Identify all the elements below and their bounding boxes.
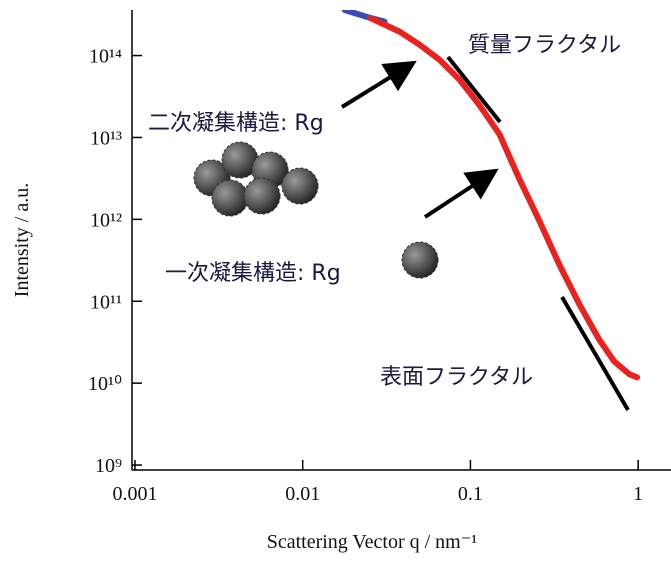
y-tick-label: 10¹⁴ <box>89 46 122 68</box>
y-tick-label: 10⁹ <box>95 455 122 477</box>
data-line <box>370 18 637 378</box>
arrow <box>425 173 492 217</box>
y-axis-label: Intensity / a.u. <box>11 183 33 297</box>
slope-line <box>448 57 500 122</box>
x-tick-label: 1 <box>633 483 643 505</box>
arrow <box>342 65 410 107</box>
chart: 10⁹ 10¹⁰ 10¹¹ 10¹² 10¹³ 10¹⁴ 0.001 0.01 0.1 1 Sca… <box>0 0 671 564</box>
annotation: 表面フラクタル <box>380 365 533 390</box>
primary-particle <box>402 242 438 278</box>
annotation: 二次凝集構造: Rg <box>148 111 324 136</box>
y-tick-label: 10¹³ <box>90 127 122 149</box>
x-axis-label: Scattering Vector q / nm⁻¹ <box>267 531 478 553</box>
y-tick-label: 10¹⁰ <box>88 373 122 395</box>
slope-line <box>562 297 628 410</box>
series-group <box>345 10 637 377</box>
x-tick-label: 0.01 <box>285 483 320 505</box>
x-tick-label: 0.001 <box>112 483 157 505</box>
annotation: 質量フラクタル <box>468 33 621 58</box>
annotation: 一次凝集構造: Rg <box>165 261 341 286</box>
y-tick-label: 10¹¹ <box>90 291 122 313</box>
x-tick-label: 0.1 <box>458 483 483 505</box>
y-tick-label: 10¹² <box>90 209 122 231</box>
secondary-aggregate <box>194 142 318 216</box>
